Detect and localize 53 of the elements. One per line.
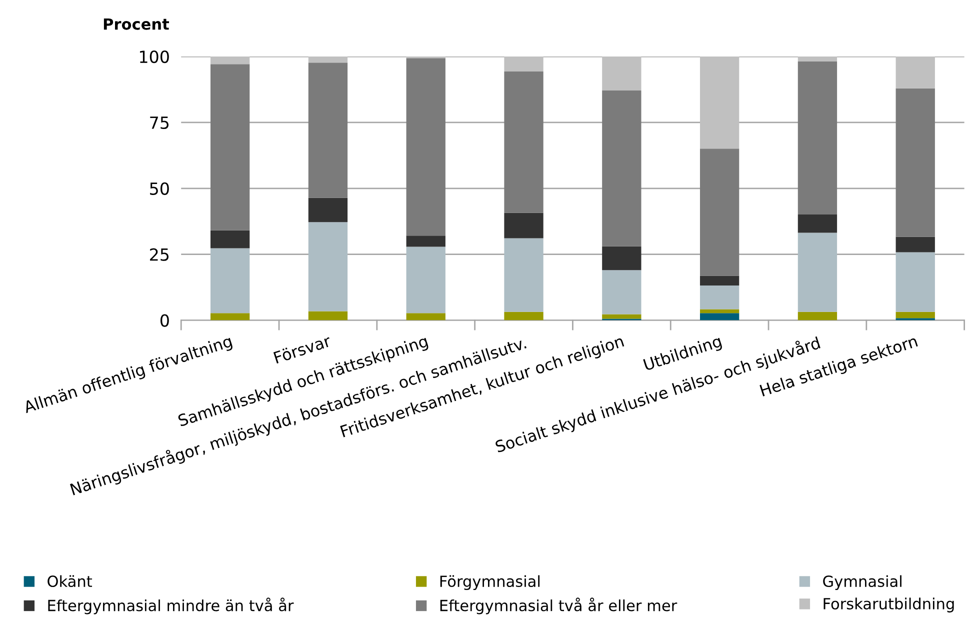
bar xyxy=(798,312,838,320)
y-tick-label: 100 xyxy=(140,50,169,64)
legend-label: Gymnasial xyxy=(823,575,902,590)
bar xyxy=(700,148,740,276)
bar xyxy=(406,58,446,236)
bar xyxy=(210,248,250,314)
legend-label: Forskarutbildning xyxy=(824,598,954,612)
bar xyxy=(308,198,348,222)
bar xyxy=(308,222,348,312)
bar xyxy=(602,90,642,246)
bar xyxy=(504,212,544,238)
bar xyxy=(504,56,544,72)
bar xyxy=(602,314,642,319)
bar xyxy=(700,56,740,149)
bar xyxy=(798,214,838,233)
bar xyxy=(602,270,642,314)
bar xyxy=(896,56,935,88)
bar xyxy=(210,230,250,248)
legend-label: Eftergymnasial två år eller mer xyxy=(440,598,678,614)
bar xyxy=(308,311,348,320)
legend-label: Eftergymnasial mindre än två år xyxy=(48,598,294,614)
bar xyxy=(210,64,250,230)
bar xyxy=(308,62,348,198)
bar xyxy=(504,238,544,312)
y-tick-label: 25 xyxy=(150,248,169,261)
y-tick-label: 75 xyxy=(150,116,169,130)
bar xyxy=(210,56,250,64)
bar xyxy=(602,246,642,270)
bar xyxy=(798,62,838,215)
bar xyxy=(504,72,544,213)
bar xyxy=(504,312,544,320)
bar xyxy=(406,313,446,320)
bar xyxy=(700,313,740,320)
bar xyxy=(798,56,838,62)
bar xyxy=(406,246,446,314)
bar xyxy=(406,236,446,247)
y-axis-title: Procent xyxy=(104,18,170,30)
bar xyxy=(700,276,740,286)
x-tick-label: Försvar xyxy=(273,334,332,364)
bar xyxy=(896,236,935,252)
bar xyxy=(896,88,935,237)
bar xyxy=(700,309,740,314)
y-tick-label: 50 xyxy=(150,182,169,195)
bar xyxy=(602,56,642,91)
legend-label: Okänt xyxy=(48,575,92,588)
bar xyxy=(308,56,348,63)
bar xyxy=(700,285,740,310)
bar xyxy=(896,312,935,318)
legend-label: Förgymnasial xyxy=(440,575,540,590)
bar xyxy=(896,252,935,312)
bar xyxy=(210,313,250,320)
y-tick-label: 0 xyxy=(160,314,169,327)
bar xyxy=(798,232,838,312)
